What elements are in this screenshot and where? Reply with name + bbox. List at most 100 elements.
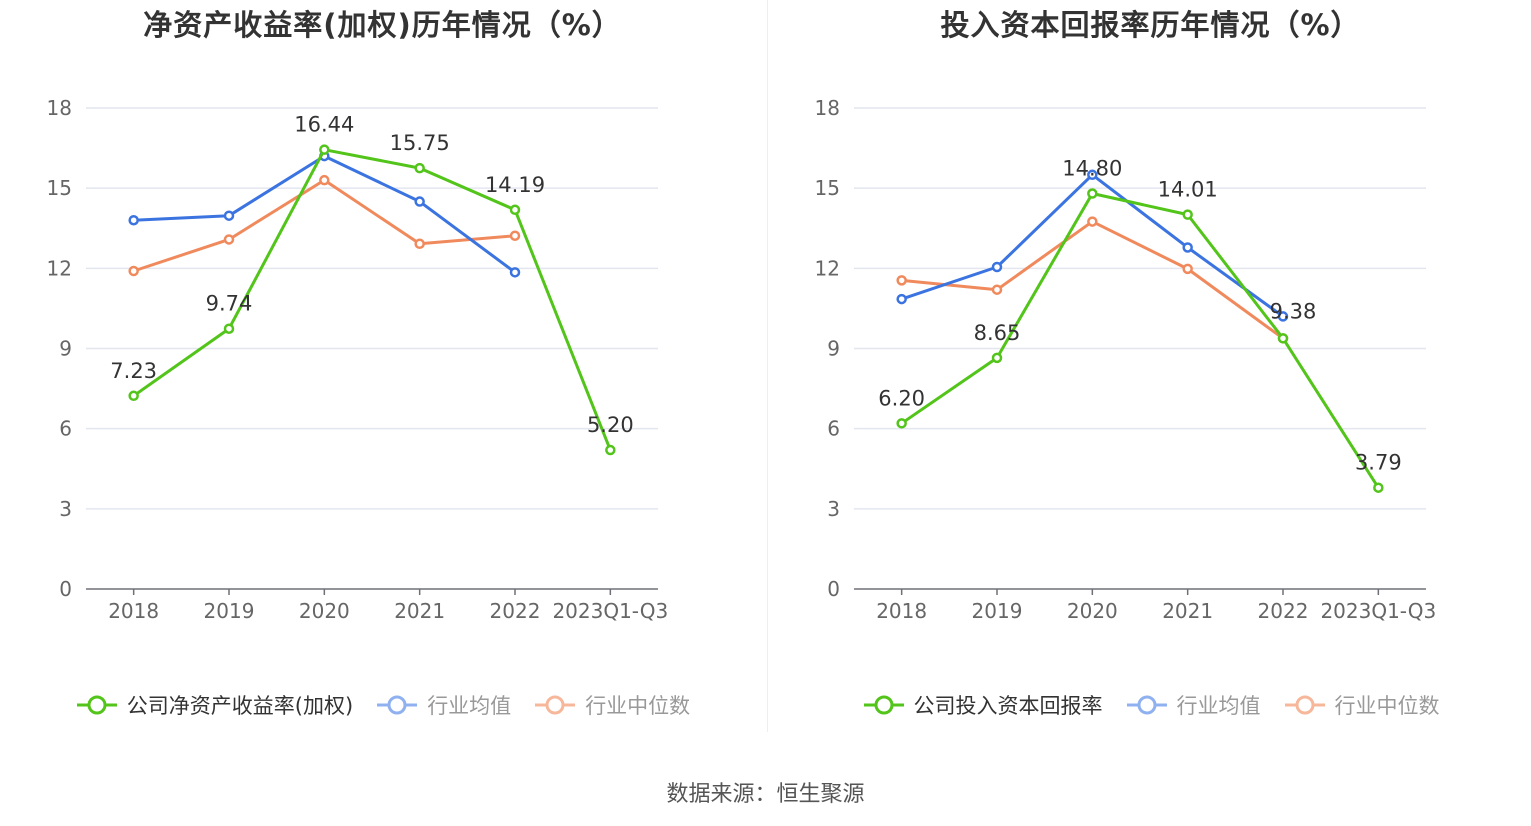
y-tick-label: 6	[827, 417, 840, 441]
legend-label: 公司净资产收益率(加权)	[126, 694, 354, 718]
legend-marker-icon	[377, 695, 418, 715]
legend-item-industry-mean[interactable]: 行业均值	[1125, 690, 1261, 720]
x-tick-label: 2023Q1-Q3	[552, 599, 668, 623]
data-label: 16.44	[294, 113, 354, 137]
roic-line-chart: 0 3 6 9 12 15 18 2018 2019 2020 2021 2022 2023Q1-Q3 6…	[815, 96, 1437, 623]
y-tick-label: 15	[815, 176, 840, 200]
data-label: 15.75	[390, 131, 450, 155]
legend-marker-icon	[863, 695, 904, 715]
legend-label: 行业中位数	[1334, 694, 1440, 718]
data-point	[128, 214, 139, 226]
data-label: 5.20	[587, 413, 634, 437]
legend-item-industry-mean[interactable]: 行业均值	[375, 690, 511, 720]
chart-legend: 公司净资产收益率(加权) 行业均值 行业中位数	[0, 690, 765, 720]
data-point	[319, 144, 330, 155]
chart-title: 投入资本回报率历年情况（%）	[940, 8, 1361, 42]
y-tick-label: 9	[59, 337, 72, 361]
data-point	[128, 390, 139, 402]
data-point	[414, 196, 425, 207]
data-point	[319, 174, 330, 186]
data-point	[128, 265, 139, 277]
data-label: 7.23	[110, 359, 157, 383]
roe-line-chart: 0 3 6 9 12 15 18 2018 2019 2020 2021 2022 2023Q1-Q3 7…	[47, 96, 669, 623]
y-tick-label: 3	[59, 497, 72, 521]
data-label: 14.19	[485, 173, 545, 197]
data-point	[896, 418, 907, 429]
data-source-note: 数据来源：恒生聚源	[666, 782, 865, 807]
x-tick-label: 2019	[204, 599, 255, 623]
data-point	[1087, 216, 1098, 227]
x-tick-label: 2018	[108, 599, 159, 623]
legend-label: 行业均值	[1176, 694, 1261, 718]
legend-marker-icon	[535, 695, 576, 715]
panel-divider	[767, 0, 768, 732]
data-label: 9.38	[1270, 299, 1317, 323]
data-point	[1277, 333, 1289, 344]
y-tick-label: 18	[47, 96, 72, 120]
data-point	[896, 293, 907, 305]
legend-label: 公司投入资本回报率	[913, 694, 1103, 718]
chart-legend: 公司投入资本回报率 行业均值 行业中位数	[768, 690, 1531, 720]
series-line	[133, 178, 516, 273]
chart-title: 净资产收益率(加权)历年情况（%）	[143, 8, 622, 42]
x-tick-label: 2022	[1258, 599, 1309, 623]
legend-marker-icon	[1284, 695, 1325, 715]
chart-panel-roe: 净资产收益率(加权)历年情况（%） 0 3 6 9 12 15 18 2018 2019 2020…	[0, 0, 765, 740]
y-tick-label: 6	[59, 417, 72, 441]
y-tick-label: 18	[815, 96, 840, 120]
y-tick-label: 12	[815, 256, 840, 280]
series-line	[132, 148, 612, 451]
data-label: 8.65	[974, 321, 1021, 345]
data-point	[414, 238, 425, 249]
x-tick-label: 2018	[876, 599, 927, 623]
data-point	[1087, 188, 1098, 199]
legend-item-company[interactable]: 公司净资产收益率(加权)	[75, 690, 353, 720]
chart-panel-roic: 投入资本回报率历年情况（%） 0 3 6 9 12 15 18 2018 2019 2020 202…	[768, 0, 1531, 740]
y-tick-label: 9	[827, 337, 840, 361]
y-tick-label: 3	[827, 497, 840, 521]
data-point	[1182, 242, 1193, 253]
data-point	[223, 323, 235, 334]
legend-label: 行业中位数	[585, 694, 691, 718]
data-label: 3.79	[1355, 451, 1402, 475]
data-point	[605, 444, 616, 456]
x-tick-label: 2021	[1162, 599, 1213, 623]
x-tick-label: 2022	[490, 599, 541, 623]
data-point	[1277, 311, 1289, 322]
data-point	[414, 162, 425, 174]
x-tick-label: 2021	[394, 599, 445, 623]
data-point	[223, 234, 235, 245]
x-tick-label: 2019	[972, 599, 1023, 623]
x-tick-label: 2020	[299, 599, 350, 623]
data-point	[1182, 263, 1193, 275]
data-label: 14.01	[1158, 178, 1218, 202]
data-label: 14.80	[1062, 157, 1122, 181]
data-point	[1182, 209, 1193, 220]
data-point	[223, 210, 235, 221]
y-tick-label: 12	[47, 256, 72, 280]
data-point	[991, 352, 1003, 364]
legend-label: 行业均值	[427, 694, 512, 718]
series-line	[900, 192, 1380, 489]
data-label: 9.74	[206, 292, 253, 316]
y-tick-label: 0	[59, 577, 72, 601]
data-point	[509, 267, 521, 278]
data-label: 6.20	[878, 386, 925, 410]
data-point	[1087, 169, 1098, 181]
legend-item-industry-median[interactable]: 行业中位数	[533, 690, 690, 720]
x-tick-label: 2020	[1067, 599, 1118, 623]
x-tick-label: 2023Q1-Q3	[1320, 599, 1436, 623]
data-point	[1373, 482, 1384, 493]
legend-item-company[interactable]: 公司投入资本回报率	[862, 690, 1103, 720]
legend-item-industry-median[interactable]: 行业中位数	[1283, 690, 1440, 720]
y-tick-label: 15	[47, 176, 72, 200]
data-point	[509, 230, 521, 241]
data-point	[896, 275, 907, 286]
series-line	[133, 154, 516, 274]
legend-marker-icon	[1126, 695, 1167, 715]
y-tick-label: 0	[827, 577, 840, 601]
data-point	[991, 284, 1003, 295]
legend-marker-icon	[76, 695, 117, 715]
data-point	[991, 261, 1003, 273]
data-point	[509, 204, 521, 216]
